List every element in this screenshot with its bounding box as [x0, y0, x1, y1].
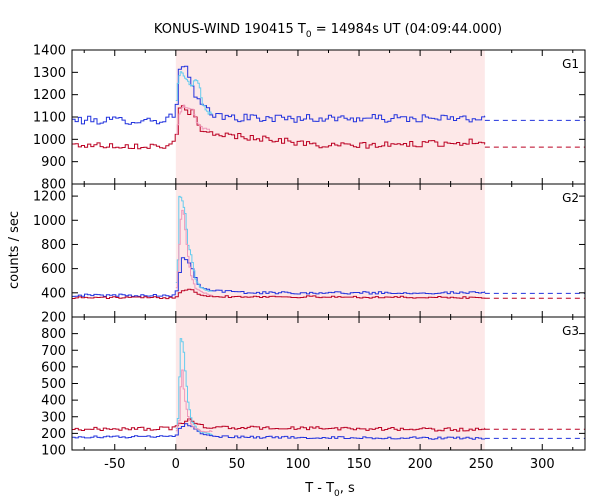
y-tick-label: 300 — [41, 410, 66, 425]
series-g3-pink — [175, 369, 213, 433]
x-axis-title: T - T0, s — [304, 481, 355, 499]
y-tick-label: 500 — [41, 377, 66, 392]
y-tick-label: 700 — [41, 344, 66, 359]
x-tick-label: -50 — [104, 457, 125, 472]
series-g1-pink — [175, 104, 210, 135]
series-g3-red — [72, 418, 486, 432]
x-tick-label: 300 — [530, 457, 555, 472]
y-tick-label: 1200 — [33, 190, 66, 205]
panel-g1: 800 900 1000 1100 1200 1300 1400 G1 — [33, 44, 586, 193]
y-tick-label: 900 — [41, 155, 66, 170]
y-tick-label: 200 — [41, 427, 66, 442]
y-axis-title: counts / sec — [7, 211, 22, 289]
x-tick-label: 250 — [469, 457, 494, 472]
panel-g2: 200 400 600 800 1000 1200 G2 — [33, 183, 586, 326]
x-tick-label: 150 — [347, 457, 372, 472]
x-tick-label: 50 — [229, 457, 246, 472]
y-tick-label: 200 — [41, 311, 66, 326]
series-g2-pink — [175, 209, 213, 296]
series-g2-blue — [72, 257, 486, 297]
y-tick-label: 800 — [41, 238, 66, 253]
y-tick-label: 800 — [41, 178, 66, 193]
y-tick-label: 800 — [41, 327, 66, 342]
y-tick-label: 400 — [41, 286, 66, 301]
x-tick-label: 200 — [408, 457, 433, 472]
series-g1-cyan — [175, 71, 213, 115]
series-g1-red — [72, 105, 486, 150]
panel-label: G1 — [562, 57, 579, 71]
burst-interval-shade — [175, 184, 485, 317]
y-tick-label: 1200 — [33, 88, 66, 103]
y-tick-label: 1000 — [33, 133, 66, 148]
y-tick-label: 1100 — [33, 111, 66, 126]
y-tick-label: 1000 — [33, 214, 66, 229]
y-tick-label: 100 — [41, 444, 66, 459]
y-tick-label: 600 — [41, 262, 66, 277]
series-g2-cyan — [175, 195, 213, 292]
burst-interval-shade — [175, 317, 485, 450]
y-tick-label: 1400 — [33, 44, 66, 59]
y-tick-label: 400 — [41, 394, 66, 409]
y-tick-label: 600 — [41, 360, 66, 375]
series-g1-blue — [72, 65, 486, 125]
x-tick-label: 100 — [286, 457, 311, 472]
x-tick-label: 0 — [172, 457, 180, 472]
series-g3-cyan — [175, 338, 213, 435]
chart-title: KONUS-WIND 190415 T0 = 14984s UT (04:09:… — [154, 22, 502, 40]
burst-interval-shade — [175, 50, 485, 184]
series-g2-red — [72, 288, 486, 300]
y-tick-label: 1300 — [33, 66, 66, 81]
series-g3-blue — [72, 423, 486, 440]
panel-label: G3 — [562, 324, 579, 338]
panels-layer: 80090010001100120013001400G1200400600800… — [33, 44, 586, 472]
panel-label: G2 — [562, 191, 579, 205]
